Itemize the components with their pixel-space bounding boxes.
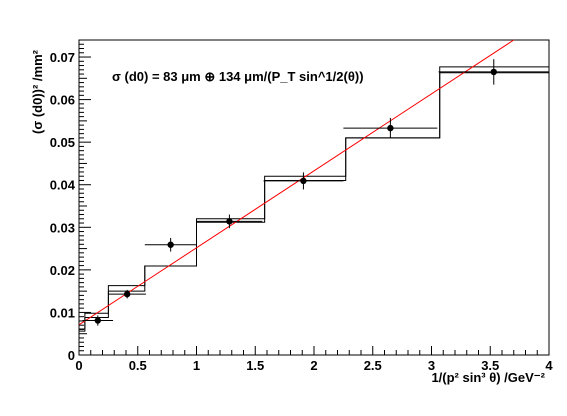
x-tick-label: 2.5 [364, 358, 382, 373]
y-tick-label: 0.01 [50, 305, 75, 320]
x-tick-label: 2 [310, 358, 317, 373]
y-tick-label: 0.02 [50, 263, 75, 278]
y-tick-label: 0 [68, 348, 75, 363]
data-point [94, 317, 102, 324]
plot-frame [78, 39, 550, 356]
x-tick-label: 3 [428, 358, 435, 373]
points-layer [82, 59, 549, 326]
histogram-2 [78, 72, 549, 355]
data-point [300, 177, 307, 185]
data-point [226, 218, 233, 225]
x-axis: 0 0.5 1 1.5 2 2.5 3 3.5 4 [75, 346, 553, 373]
y-tick-label: 0.03 [50, 220, 75, 235]
y-tick-label: 0.05 [50, 135, 75, 150]
data-point [123, 290, 131, 298]
histogram-1 [78, 66, 549, 355]
y-tick-label: 0.06 [50, 93, 75, 108]
fit-layer [78, 39, 515, 326]
data-point [490, 68, 497, 76]
y-axis-title: (σ (d0))² /mm² [30, 49, 45, 134]
y-axis: 0 0.01 0.02 0.03 0.04 0.05 0.06 0.07 [50, 39, 91, 363]
x-axis-title: 1/(p² sin³ θ) /GeV⁻² [431, 370, 545, 385]
x-tick-label: 1 [193, 358, 200, 373]
x-tick-label: 0.5 [129, 358, 147, 373]
x-tick-label: 0 [75, 358, 82, 373]
data-point [167, 241, 174, 248]
data-point [387, 124, 394, 132]
y-tick-label: 0.07 [50, 50, 75, 65]
x-tick-label: 4 [545, 358, 553, 373]
x-tick-label: 1.5 [246, 358, 264, 373]
histogram-layer [78, 66, 549, 355]
y-tick-label: 0.04 [50, 178, 76, 193]
x-tick-label: 3.5 [481, 358, 499, 373]
fit-line [78, 39, 515, 326]
fit-annotation: σ (d0) = 83 μm ⊕ 134 μm/(P_T sin^1/2(θ)) [112, 69, 364, 84]
